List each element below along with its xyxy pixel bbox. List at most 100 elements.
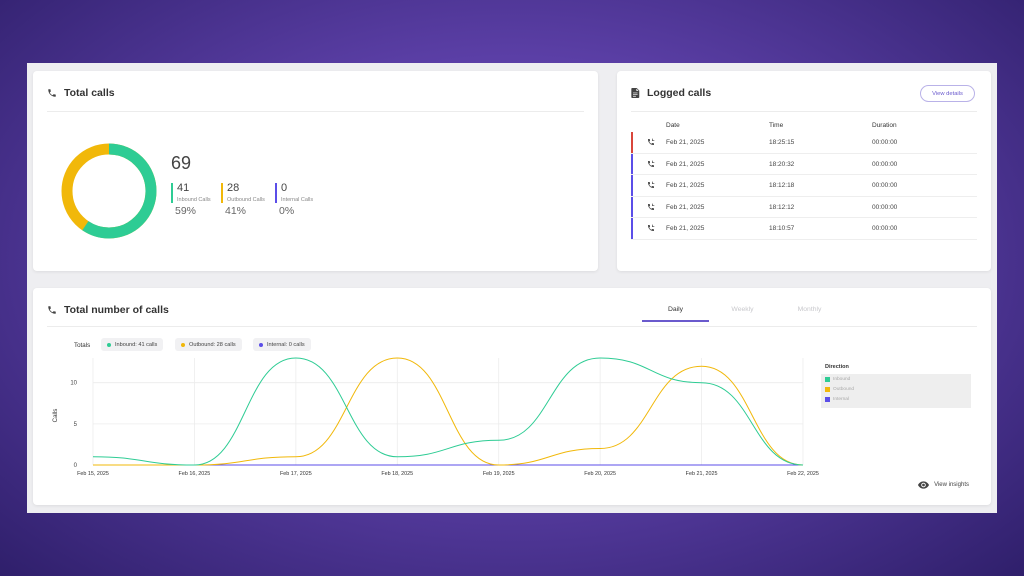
call-time: 18:20:32 <box>769 160 795 168</box>
call-time: 18:12:12 <box>769 203 795 211</box>
column-date: Date <box>666 122 680 129</box>
internal-pill[interactable]: Internal: 0 calls <box>253 338 311 351</box>
total-number-header: Total number of calls <box>47 304 169 316</box>
internal-dot <box>259 342 263 347</box>
call-status-bar <box>631 153 633 174</box>
outbound-stat: 28 Outbound Calls <box>221 183 265 203</box>
legend-outbound[interactable]: Outbound <box>825 387 854 392</box>
call-status-bar <box>631 132 633 153</box>
logged-calls-title: Logged calls <box>647 87 712 99</box>
view-insights-button[interactable]: View insights <box>918 481 969 489</box>
total-number-title: Total number of calls <box>64 304 169 316</box>
total-calls-card: Total calls 69 41 Inbound Calls 59% 28 O… <box>33 71 598 271</box>
inbound-percent: 59% <box>175 205 197 217</box>
call-status-bar <box>631 218 633 239</box>
x-tick-label: Feb 17, 2025 <box>280 471 312 477</box>
document-icon <box>631 88 640 98</box>
legend-box <box>821 374 971 408</box>
view-details-button[interactable]: View details <box>920 85 975 102</box>
inbound-label: Inbound Calls <box>177 197 211 203</box>
log-row[interactable]: Feb 21, 2025 18:20:32 00:00:00 <box>631 153 977 175</box>
call-status-bar <box>631 175 633 196</box>
header-divider <box>47 326 977 327</box>
internal-label: Internal Calls <box>281 197 314 203</box>
inbound-stat: 41 Inbound Calls <box>171 183 211 203</box>
internal-percent: 0% <box>279 205 295 217</box>
phone-call-icon <box>648 138 655 145</box>
outbound-pill-label: Outbound: 28 calls <box>189 341 236 348</box>
total-calls-header: Total calls <box>47 87 115 99</box>
legend-title: Direction <box>825 364 849 370</box>
y-tick-label: 0 <box>74 463 78 469</box>
x-tick-label: Feb 21, 2025 <box>686 471 718 477</box>
header-divider <box>47 111 584 112</box>
inbound-pill[interactable]: Inbound: 41 calls <box>101 338 164 351</box>
y-tick-label: 5 <box>74 422 78 428</box>
x-tick-label: Feb 16, 2025 <box>179 471 211 477</box>
calls-donut-chart <box>61 143 157 239</box>
call-duration: 00:00:00 <box>872 160 898 168</box>
call-date: Feb 21, 2025 <box>666 203 705 211</box>
dashboard-frame: Total calls 69 41 Inbound Calls 59% 28 O… <box>27 63 997 513</box>
internal-stat: 0 Internal Calls <box>275 183 313 203</box>
internal-count: 0 <box>281 182 288 194</box>
totals-label: Totals <box>74 342 91 349</box>
calls-line-chart: 0 5 10 Calls Feb 15, 2025 Feb 16, 2025 Feb 17,… <box>52 357 819 477</box>
call-duration: 00:00:00 <box>872 225 898 232</box>
call-time: 18:12:18 <box>769 182 795 189</box>
column-duration: Duration <box>872 122 897 129</box>
total-number-card: Total number of calls Daily Weekly Month… <box>33 288 991 505</box>
tab-monthly[interactable]: Monthly <box>797 306 822 313</box>
legend-outbound-swatch <box>825 387 830 392</box>
call-date: Feb 21, 2025 <box>666 160 705 168</box>
x-tick-label: Feb 22, 2025 <box>787 471 819 477</box>
y-axis-label: Calls <box>52 409 59 423</box>
log-row[interactable]: Feb 21, 2025 18:12:12 00:00:00 <box>631 196 977 218</box>
period-tabs: Daily Weekly Monthly <box>642 304 902 322</box>
phone-icon <box>48 306 56 314</box>
call-duration: 00:00:00 <box>872 203 898 211</box>
legend-internal-label: Internal <box>833 397 849 402</box>
log-row[interactable]: Feb 21, 2025 18:25:15 00:00:00 <box>631 132 977 154</box>
legend-inbound[interactable]: Inbound <box>825 377 850 382</box>
outbound-label: Outbound Calls <box>227 197 265 203</box>
log-row[interactable]: Feb 21, 2025 18:12:18 00:00:00 <box>631 175 977 197</box>
internal-pill-label: Internal: 0 calls <box>267 341 305 348</box>
phone-call-icon <box>648 181 655 188</box>
outbound-pill[interactable]: Outbound: 28 calls <box>175 338 242 351</box>
call-duration: 00:00:00 <box>872 139 898 146</box>
legend-inbound-swatch <box>825 377 830 382</box>
tab-weekly[interactable]: Weekly <box>731 306 754 313</box>
call-time: 18:25:15 <box>769 139 795 146</box>
log-row[interactable]: Feb 21, 2025 18:10:57 00:00:00 <box>631 218 977 240</box>
legend-outbound-label: Outbound <box>833 387 855 392</box>
y-tick-label: 10 <box>70 381 77 387</box>
header-divider <box>631 111 977 112</box>
x-tick-label: Feb 19, 2025 <box>483 471 515 477</box>
inbound-count: 41 <box>177 182 190 194</box>
total-calls-title: Total calls <box>64 87 115 99</box>
legend-internal-swatch <box>825 397 830 402</box>
call-date: Feb 21, 2025 <box>666 139 705 146</box>
x-tick-label: Feb 18, 2025 <box>381 471 413 477</box>
call-date: Feb 21, 2025 <box>666 182 705 189</box>
logged-calls-card: Logged calls View details Date Time Dura… <box>617 71 991 271</box>
series-line-outbound <box>93 357 804 466</box>
inbound-dot <box>107 342 111 347</box>
column-time: Time <box>769 122 784 129</box>
outbound-percent: 41% <box>225 205 247 217</box>
tab-daily[interactable]: Daily <box>667 306 684 313</box>
inbound-pill-label: Inbound: 41 calls <box>115 341 158 348</box>
call-date: Feb 21, 2025 <box>666 225 705 232</box>
legend-internal[interactable]: Internal <box>825 397 849 402</box>
series-line-inbound <box>92 357 804 466</box>
call-time: 18:10:57 <box>769 225 795 232</box>
view-insights-label: View insights <box>934 482 969 488</box>
call-status-bar <box>631 196 633 217</box>
active-tab-indicator <box>642 320 709 322</box>
x-tick-label: Feb 15, 2025 <box>77 471 109 477</box>
call-duration: 00:00:00 <box>872 182 898 189</box>
eye-icon <box>918 481 930 489</box>
logged-calls-header: Logged calls <box>631 87 711 99</box>
outbound-count: 28 <box>227 182 240 194</box>
